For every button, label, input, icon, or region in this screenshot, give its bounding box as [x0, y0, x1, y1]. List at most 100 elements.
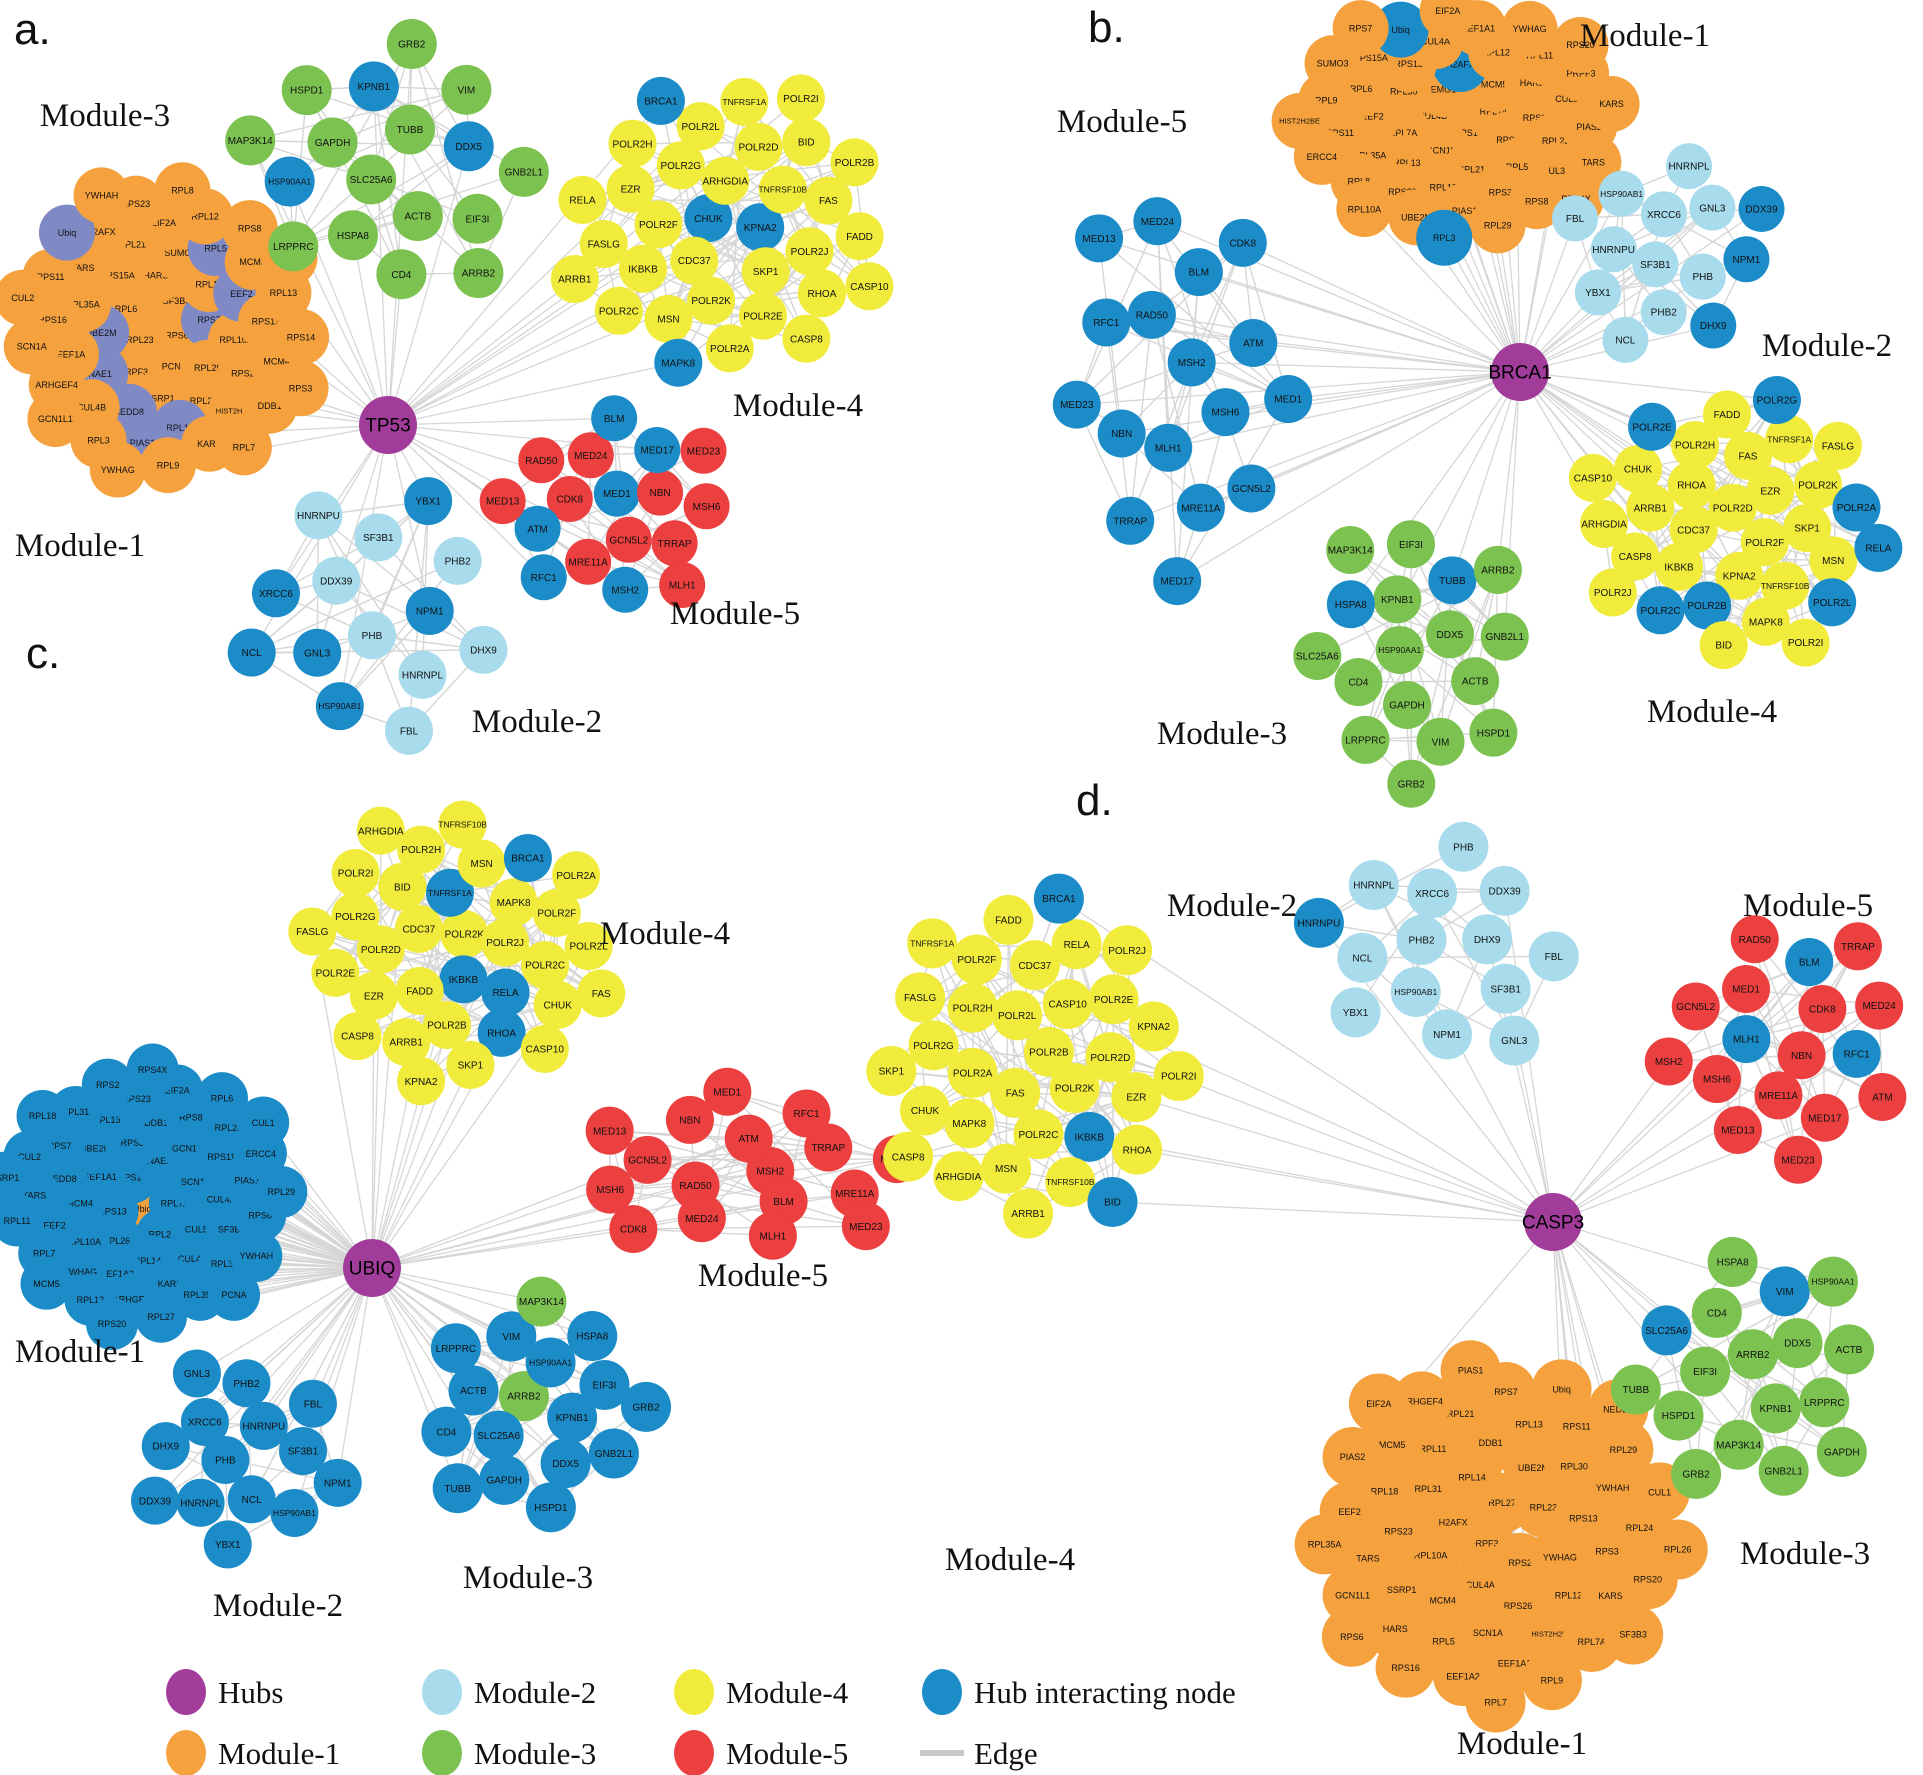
node-casp8[interactable]: CASP8: [883, 1131, 934, 1182]
node-polr2j[interactable]: POLR2J: [481, 918, 530, 967]
node-rpl10a[interactable]: RPL10A: [1336, 181, 1393, 238]
node-mlh1[interactable]: MLH1: [659, 562, 706, 609]
node-fadd[interactable]: FADD: [395, 966, 444, 1015]
node-casp8[interactable]: CASP8: [782, 314, 831, 363]
node-polr2k[interactable]: POLR2K: [1049, 1063, 1100, 1114]
node-kpna2[interactable]: KPNA2: [736, 203, 785, 252]
node-casp10[interactable]: CASP10: [1042, 978, 1093, 1029]
node-chuk[interactable]: CHUK: [533, 980, 582, 1029]
node-hsp90aa1[interactable]: HSP90AA1: [1375, 625, 1424, 674]
node-bid[interactable]: BID: [1699, 621, 1748, 670]
node-rpl29[interactable]: RPL29: [1469, 197, 1526, 254]
node-mre11a[interactable]: MRE11A: [1176, 483, 1225, 532]
node-polr2l[interactable]: POLR2L: [564, 922, 613, 971]
node-eif2a[interactable]: EIF2A: [1348, 1373, 1409, 1434]
node-rps16[interactable]: RPS16: [1375, 1637, 1436, 1698]
node-ddx39[interactable]: DDX39: [130, 1476, 179, 1525]
node-eif3i[interactable]: EIF3I: [579, 1359, 630, 1410]
node-hsp90ab1[interactable]: HSP90AB1: [1390, 966, 1441, 1017]
node-skp1[interactable]: SKP1: [741, 247, 790, 296]
node-cdk8[interactable]: CDK8: [609, 1205, 658, 1254]
node-chuk[interactable]: CHUK: [900, 1085, 951, 1136]
node-polr2d[interactable]: POLR2D: [1085, 1032, 1136, 1083]
node-med23[interactable]: MED23: [1774, 1135, 1823, 1184]
node-phb2[interactable]: PHB2: [222, 1359, 271, 1408]
node-ybx1[interactable]: YBX1: [203, 1520, 252, 1569]
node-bid[interactable]: BID: [1087, 1176, 1138, 1227]
node-brca1[interactable]: BRCA1: [636, 76, 685, 125]
node-polr2c[interactable]: POLR2C: [1636, 586, 1685, 635]
node-casp10[interactable]: CASP10: [845, 262, 894, 311]
node-cdk8[interactable]: CDK8: [546, 476, 593, 523]
node-rfc1[interactable]: RFC1: [782, 1089, 831, 1138]
node-polr2g[interactable]: POLR2G: [1752, 376, 1801, 425]
node-kpnb1[interactable]: KPNB1: [1750, 1383, 1801, 1434]
node-blm[interactable]: BLM: [1785, 938, 1834, 987]
node-gnb2l1[interactable]: GNB2L1: [588, 1428, 639, 1479]
node-ikbkb[interactable]: IKBKB: [1655, 542, 1704, 591]
node-mapk8[interactable]: MAPK8: [944, 1098, 995, 1149]
node-trrap[interactable]: TRRAP: [651, 520, 698, 567]
node-atm[interactable]: ATM: [1229, 319, 1278, 368]
node-npm1[interactable]: NPM1: [313, 1458, 362, 1507]
node-polr2f[interactable]: POLR2F: [634, 200, 683, 249]
node-msh6[interactable]: MSH6: [1692, 1055, 1741, 1104]
node-arhgef4[interactable]: ARHGEF4: [1391, 1371, 1452, 1432]
node-ywhag[interactable]: YWHAG: [1501, 0, 1558, 57]
node-arhgdia[interactable]: ARHGDIA: [356, 806, 405, 855]
node-atm[interactable]: ATM: [724, 1114, 773, 1163]
node-xrcc6[interactable]: XRCC6: [1407, 868, 1458, 919]
node-arrb1[interactable]: ARRB1: [550, 255, 599, 304]
node-hnrnpl[interactable]: HNRNPL: [1666, 143, 1713, 190]
node-hnrnpl[interactable]: HNRNPL: [176, 1478, 225, 1527]
node-lrpprc[interactable]: LRPPRC: [268, 221, 319, 272]
node-rps14[interactable]: RPS14: [273, 309, 330, 366]
node-ybx1[interactable]: YBX1: [404, 477, 453, 526]
node-chuk[interactable]: CHUK: [1613, 445, 1662, 494]
node-actb[interactable]: ACTB: [1451, 657, 1500, 706]
node-sf3b3[interactable]: SF3B3: [1603, 1604, 1664, 1665]
node-polr2g[interactable]: POLR2G: [656, 141, 705, 190]
node-msh2[interactable]: MSH2: [1644, 1037, 1693, 1086]
node-map3k14[interactable]: MAP3K14: [516, 1276, 567, 1327]
node-phb[interactable]: PHB: [201, 1435, 250, 1484]
node-map3k14[interactable]: MAP3K14: [225, 115, 276, 166]
node-msh2[interactable]: MSH2: [1167, 338, 1216, 387]
node-ubiq[interactable]: Ubiq: [1531, 1359, 1592, 1420]
node-hsp90aa1[interactable]: HSP90AA1: [264, 156, 315, 207]
node-ikbkb[interactable]: IKBKB: [439, 955, 488, 1004]
node-mapk8[interactable]: MAPK8: [654, 338, 703, 387]
node-arhgdia[interactable]: ARHGDIA: [1580, 499, 1629, 548]
node-hnrnpu[interactable]: HNRNPU: [1590, 226, 1637, 273]
node-polr2j[interactable]: POLR2J: [1588, 568, 1637, 617]
node-ybx1[interactable]: YBX1: [1330, 987, 1381, 1038]
node-nbn[interactable]: NBN: [1097, 409, 1146, 458]
node-med24[interactable]: MED24: [1855, 981, 1904, 1030]
node-map3k14[interactable]: MAP3K14: [1326, 525, 1375, 574]
node-ddx5[interactable]: DDX5: [1425, 610, 1474, 659]
node-tnfrsf1a[interactable]: TNFRSF1A: [720, 77, 769, 126]
node-ncl[interactable]: NCL: [227, 628, 276, 677]
node-fbl[interactable]: FBL: [1552, 195, 1599, 242]
node-mlh1[interactable]: MLH1: [748, 1211, 797, 1260]
node-med1[interactable]: MED1: [593, 470, 640, 517]
node-atm[interactable]: ATM: [514, 505, 561, 552]
node-gapdh[interactable]: GAPDH: [1383, 681, 1432, 730]
node-ezr[interactable]: EZR: [606, 164, 655, 213]
node-tnfrsf1a[interactable]: TNFRSF1A: [1765, 415, 1814, 464]
node-polr2e[interactable]: POLR2E: [1628, 402, 1677, 451]
node-rhoa[interactable]: RHOA: [477, 1008, 526, 1057]
node-hspd1[interactable]: HSPD1: [281, 65, 332, 116]
node-gcn1l1[interactable]: GCN1L1: [27, 390, 84, 447]
hub-node-brca1[interactable]: BRCA1: [1488, 343, 1552, 401]
hub-node-casp3[interactable]: CASP3: [1522, 1193, 1584, 1251]
node-msn[interactable]: MSN: [644, 294, 693, 343]
node-tubb[interactable]: TUBB: [1428, 556, 1477, 605]
node-rpl18[interactable]: RPL18: [16, 1089, 69, 1142]
node-polr2c[interactable]: POLR2C: [521, 941, 570, 990]
node-gnl3[interactable]: GNL3: [1689, 184, 1736, 231]
node-ikbkb[interactable]: IKBKB: [619, 244, 668, 293]
node-med1[interactable]: MED1: [703, 1067, 752, 1116]
node-hsp90aa1[interactable]: HSP90AA1: [1807, 1256, 1858, 1307]
node-blm[interactable]: BLM: [591, 395, 638, 442]
